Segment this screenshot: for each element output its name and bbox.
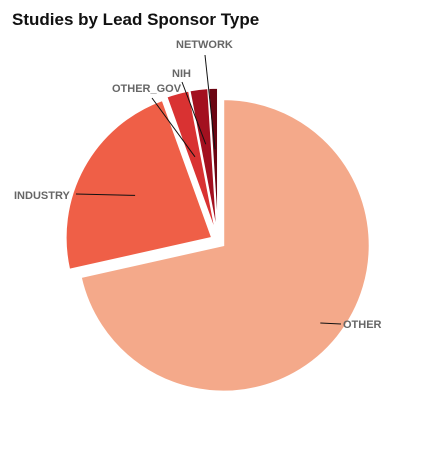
leader-line-industry xyxy=(75,193,136,196)
leader-line-nih xyxy=(181,81,207,145)
slice-label-other-gov: OTHER_GOV xyxy=(112,83,182,95)
pie-slices xyxy=(65,87,371,393)
slice-labels: OTHER INDUSTRY OTHER_GOV NIH NETWORK xyxy=(14,39,382,331)
slice-label-industry: INDUSTRY xyxy=(14,190,70,202)
chart-title: Studies by Lead Sponsor Type xyxy=(12,10,260,29)
leader-lines xyxy=(75,54,342,325)
leader-line-network xyxy=(204,54,216,150)
leader-line-other xyxy=(320,322,342,325)
pie-slice-other-gov xyxy=(165,89,217,235)
slice-label-nih: NIH xyxy=(172,68,191,80)
slice-label-other: OTHER xyxy=(343,319,382,331)
slice-label-network: NETWORK xyxy=(176,39,233,51)
pie-slice-other xyxy=(80,98,371,393)
leader-line-other-gov xyxy=(151,97,196,158)
pie-slice-industry xyxy=(65,99,213,271)
